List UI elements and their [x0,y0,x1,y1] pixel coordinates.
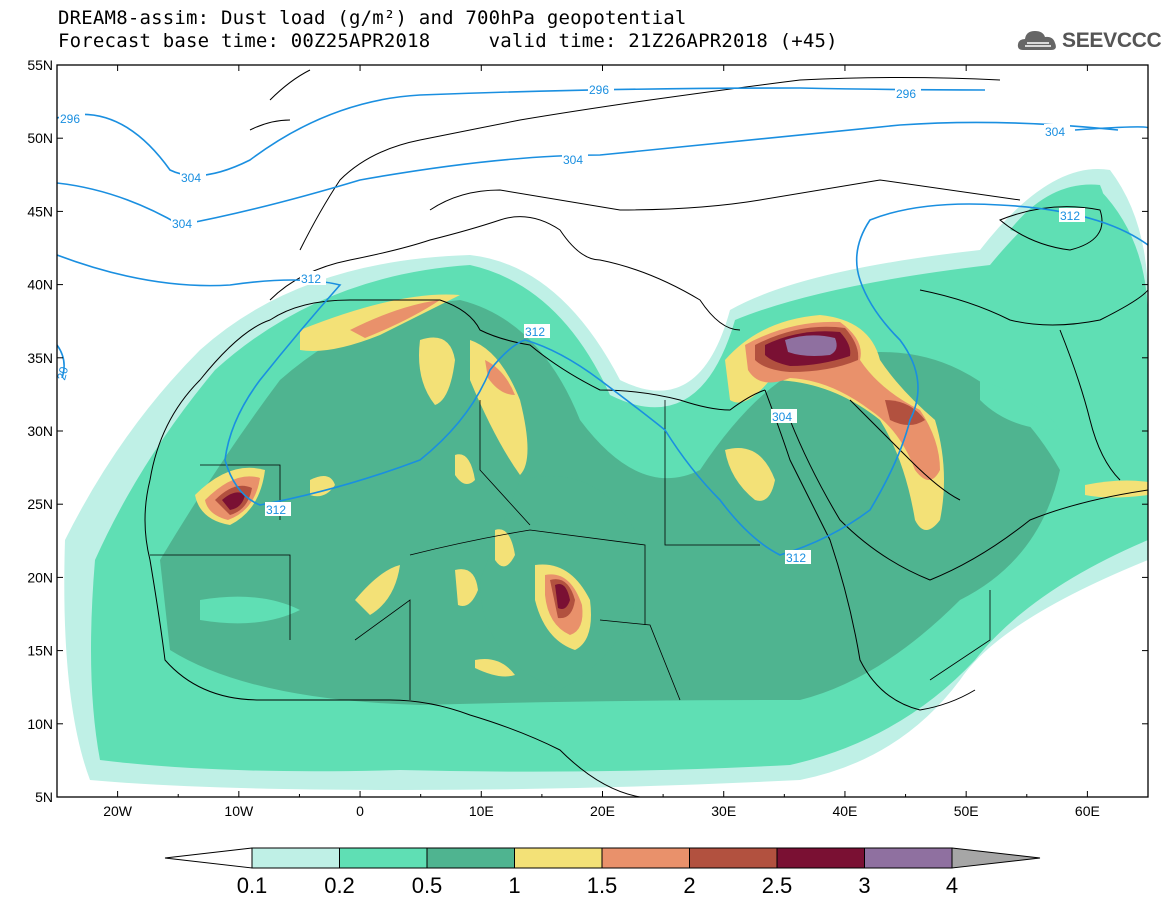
colorbar-label: 4 [946,873,958,898]
lat-label: 25N [27,496,53,512]
lat-label: 40N [27,277,53,293]
lon-label: 30E [711,803,736,819]
forecast-time-line: Forecast base time: 00Z25APR2018 valid t… [58,30,838,52]
colorbar-swatch [339,847,428,869]
dust-layer-4 [785,335,837,356]
colorbar-swatch [601,847,690,869]
lon-label: 50E [954,803,979,819]
lat-label: 20N [27,569,53,585]
longitude-axis: 20W 10W 0 10E 20E 30E 40E 50E 60E [56,65,1149,819]
lon-label: 10W [224,803,254,819]
contour-label: 296 [60,112,80,126]
dust-layer-1.5 [350,300,440,338]
colorbar-swatch [864,847,953,869]
latitude-axis: 55N 50N 45N 40N 35N 30N 25N 20N 15N 10N 5N [27,57,1148,805]
contour-label: 304 [181,171,201,185]
lon-label: 10E [469,803,494,819]
colorbar: 0.1 0.2 0.5 1 1.5 2 2.5 3 4 [164,847,1041,898]
logo-text: SEEVCCC [1062,29,1162,52]
lat-label: 50N [27,130,53,146]
colorbar-label: 0.2 [324,873,355,898]
contour-label: 304 [563,153,583,167]
contour-label: 20 [54,365,71,382]
cloud-logo-icon [1017,31,1056,50]
dust-fields [57,65,1148,797]
colorbar-label: 0.5 [412,873,443,898]
seevccc-logo: SEEVCCC [1015,26,1162,58]
colorbar-swatch [776,847,865,869]
colorbar-label: 3 [858,873,870,898]
map-title: DREAM8-assim: Dust load (g/m²) and 700hP… [58,7,687,29]
colorbar-swatch [514,847,603,869]
contour-label: 312 [525,325,545,339]
lon-label: 40E [832,803,857,819]
lat-label: 30N [27,423,53,439]
coastlines [144,69,1148,797]
lon-label: 0 [356,803,364,819]
contour-label: 304 [1045,125,1065,139]
colorbar-label: 2.5 [762,873,793,898]
colorbar-label: 0.1 [237,873,268,898]
colorbar-under-triangle [164,847,253,869]
colorbar-swatch [689,847,778,869]
lon-label: 20W [103,803,133,819]
colorbar-over-triangle [951,847,1041,869]
country-borders [150,400,991,701]
contour-label: 312 [266,503,286,517]
contour-label: 312 [786,551,806,565]
contour-labels: 296 296 296 304 304 304 312 312 312 312 … [54,82,1085,565]
lat-label: 55N [27,57,53,73]
contour-label: 312 [301,272,321,286]
contour-label: 312 [1060,209,1080,223]
colorbar-label: 2 [683,873,695,898]
colorbar-label: 1 [508,873,520,898]
lat-label: 5N [35,789,53,805]
lon-label: 60E [1075,803,1100,819]
colorbar-label: 1.5 [587,873,618,898]
lon-label: 20E [590,803,615,819]
contour-label: 296 [589,83,609,97]
colorbar-swatch [251,847,340,869]
lat-label: 15N [27,643,53,659]
contour-label: 304 [172,217,192,231]
lat-label: 45N [27,203,53,219]
lat-label: 35N [27,350,53,366]
contour-label: 296 [896,87,916,101]
contour-label: 304 [772,410,792,424]
lat-label: 10N [27,716,53,732]
colorbar-swatch [426,847,515,869]
